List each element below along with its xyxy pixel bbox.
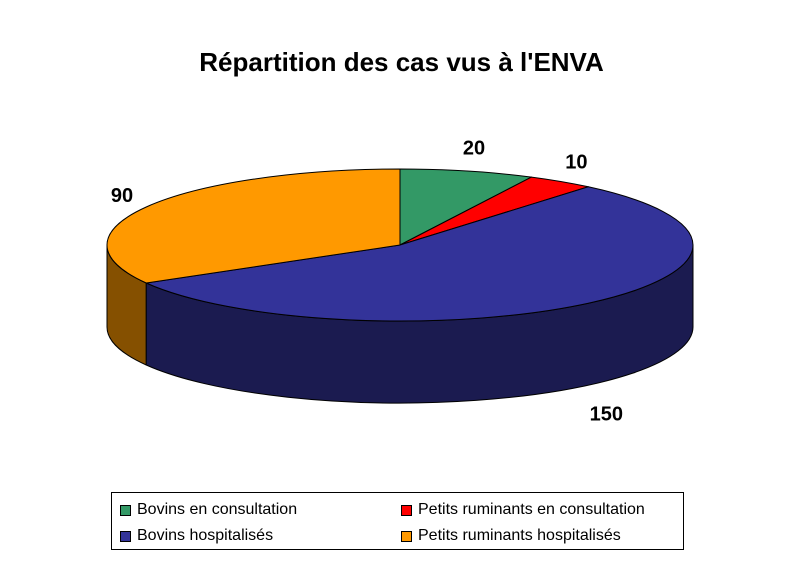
legend-label-bovins-consultation: Bovins en consultation [137,501,298,518]
legend-swatch-bovins-hospitalises [120,530,131,542]
legend-label-petits-ruminants-consultation: Petits ruminants en consultation [418,501,645,518]
legend-swatch-petits-ruminants-consultation [401,504,412,516]
pie-top [106,168,694,322]
legend: Bovins en consultation Petits ruminants … [111,492,684,550]
pie-labels: 20 10 150 90 [111,138,623,426]
data-label-bovins-consultation: 20 [463,138,485,160]
data-label-petits-ruminants-hospitalises: 90 [111,185,133,207]
legend-swatch-petits-ruminants-hospitalises [401,530,412,542]
legend-label-petits-ruminants-hospitalises: Petits ruminants hospitalisés [418,527,621,544]
data-label-petits-ruminants-consultation: 10 [565,151,587,173]
legend-item-bovins-consultation: Bovins en consultation [120,500,297,520]
pie-slice-bovins-hospitalises [145,186,694,322]
chart-title: Répartition des cas vus à l'ENVA [199,47,604,77]
data-label-bovins-hospitalises: 150 [590,404,623,426]
legend-item-petits-ruminants-hospitalises: Petits ruminants hospitalisés [401,526,621,546]
pie-slice-petits-ruminants-hospitalises [106,168,401,284]
legend-swatch-bovins-consultation [120,504,131,516]
legend-item-petits-ruminants-consultation: Petits ruminants en consultation [401,500,645,520]
legend-label-bovins-hospitalises: Bovins hospitalisés [137,527,274,544]
pie-slice-bovins-consultation [399,168,532,246]
legend-item-bovins-hospitalises: Bovins hospitalisés [120,526,273,546]
